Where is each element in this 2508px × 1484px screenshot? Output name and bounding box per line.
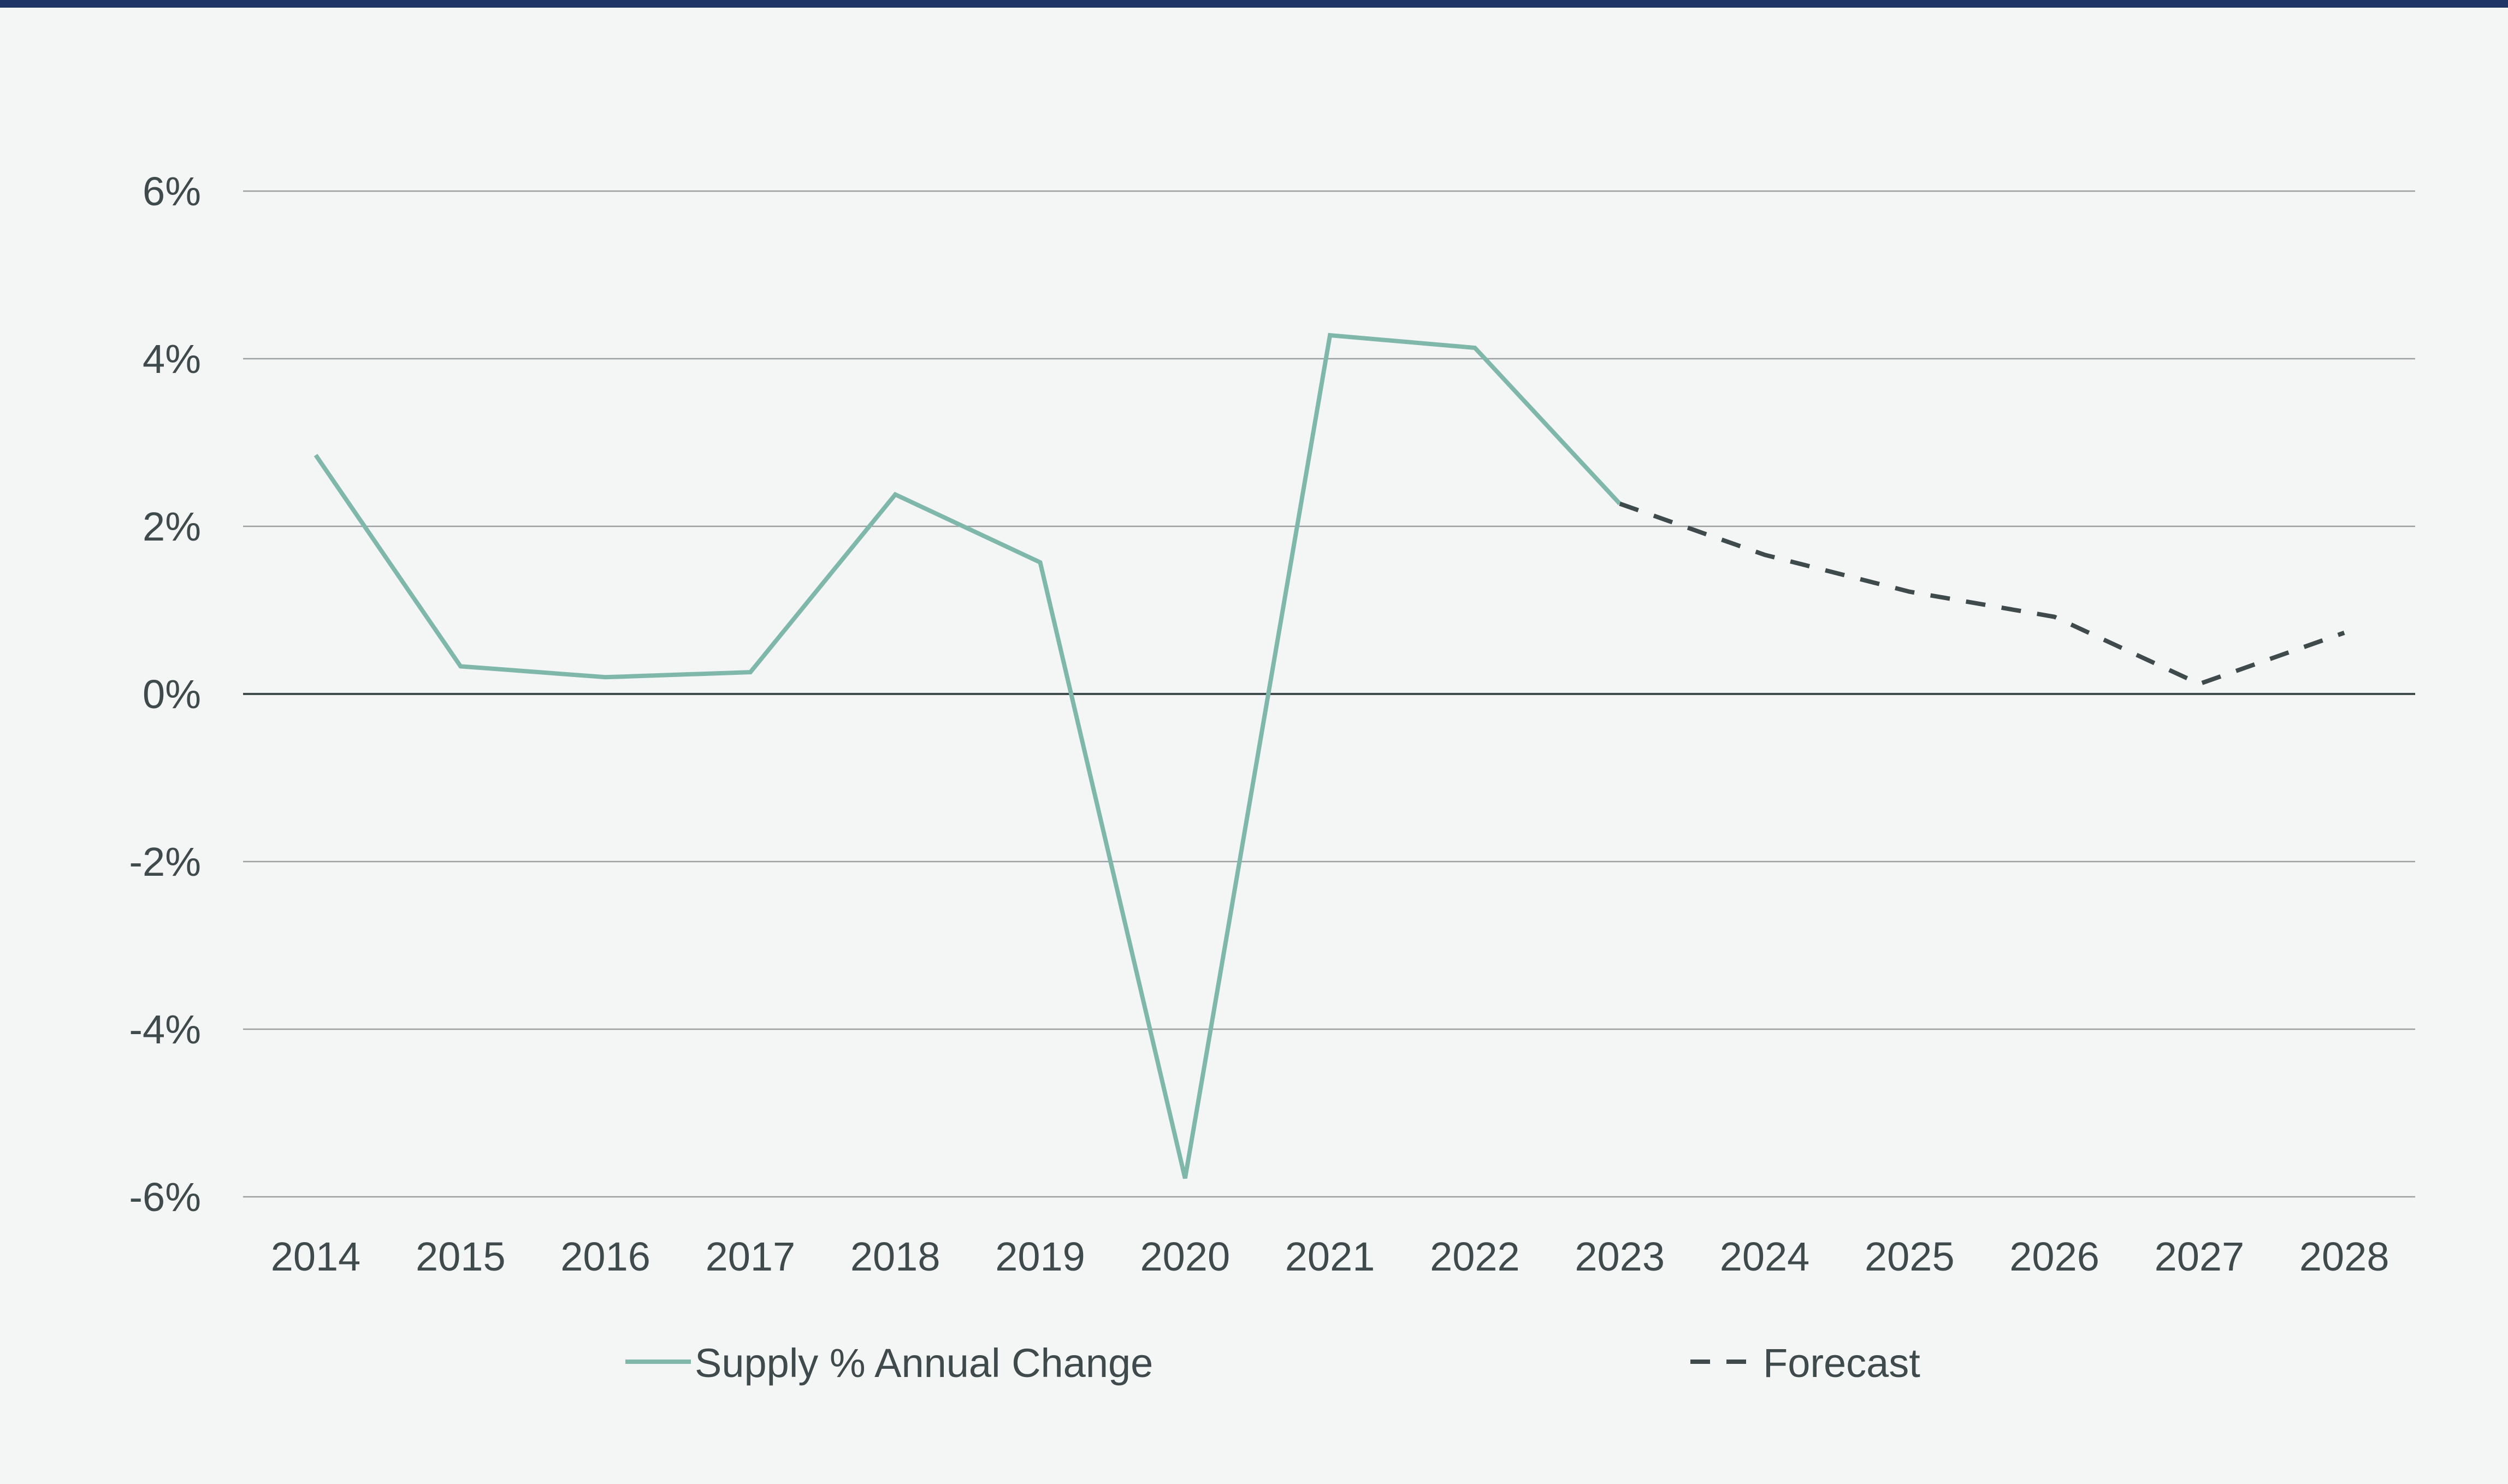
legend-label: Supply % Annual Change — [695, 1340, 1153, 1386]
legend-item-forecast: Forecast — [1690, 1340, 1920, 1386]
x-tick-label: 2021 — [1285, 1234, 1375, 1279]
x-tick-label: 2023 — [1575, 1234, 1665, 1279]
x-tick-label: 2027 — [2155, 1234, 2245, 1279]
x-tick-label: 2024 — [1720, 1234, 1810, 1279]
x-tick-label: 2022 — [1430, 1234, 1520, 1279]
top-accent-bar — [0, 0, 2508, 8]
y-tick-label: -6% — [129, 1174, 201, 1220]
legend-item-supply: Supply % Annual Change — [625, 1340, 1153, 1386]
y-axis-ticks: 6% 4% 2% 0% -2% -4% -6% — [129, 169, 201, 1220]
y-tick-label: 4% — [143, 336, 201, 382]
x-tick-label: 2014 — [271, 1234, 361, 1279]
y-tick-label: 0% — [143, 672, 201, 717]
grid-lines — [243, 190, 2415, 1198]
y-tick-label: 6% — [143, 169, 201, 214]
x-tick-label: 2016 — [560, 1234, 650, 1279]
series-line — [314, 333, 1622, 1179]
x-tick-label: 2017 — [706, 1234, 796, 1279]
x-tick-label: 2019 — [995, 1234, 1085, 1279]
series-forecast — [1619, 501, 2345, 686]
legend: Supply % Annual Change Forecast — [625, 1340, 1920, 1386]
series-lines — [314, 333, 2345, 1179]
x-axis-ticks: 2014 2015 2016 2017 2018 2019 2020 2021 2022 2023… — [271, 1234, 2389, 1279]
y-tick-label: -4% — [129, 1007, 201, 1052]
x-tick-label: 2018 — [850, 1234, 940, 1279]
x-tick-label: 2020 — [1140, 1234, 1230, 1279]
y-tick-label: -2% — [129, 839, 201, 885]
x-tick-label: 2026 — [2009, 1234, 2099, 1279]
series-supply-annual-change — [314, 333, 1622, 1179]
y-tick-label: 2% — [143, 504, 201, 549]
x-tick-label: 2015 — [416, 1234, 506, 1279]
series-line — [1619, 501, 2345, 686]
legend-label: Forecast — [1763, 1340, 1920, 1386]
x-tick-label: 2025 — [1865, 1234, 1955, 1279]
x-tick-label: 2028 — [2299, 1234, 2389, 1279]
